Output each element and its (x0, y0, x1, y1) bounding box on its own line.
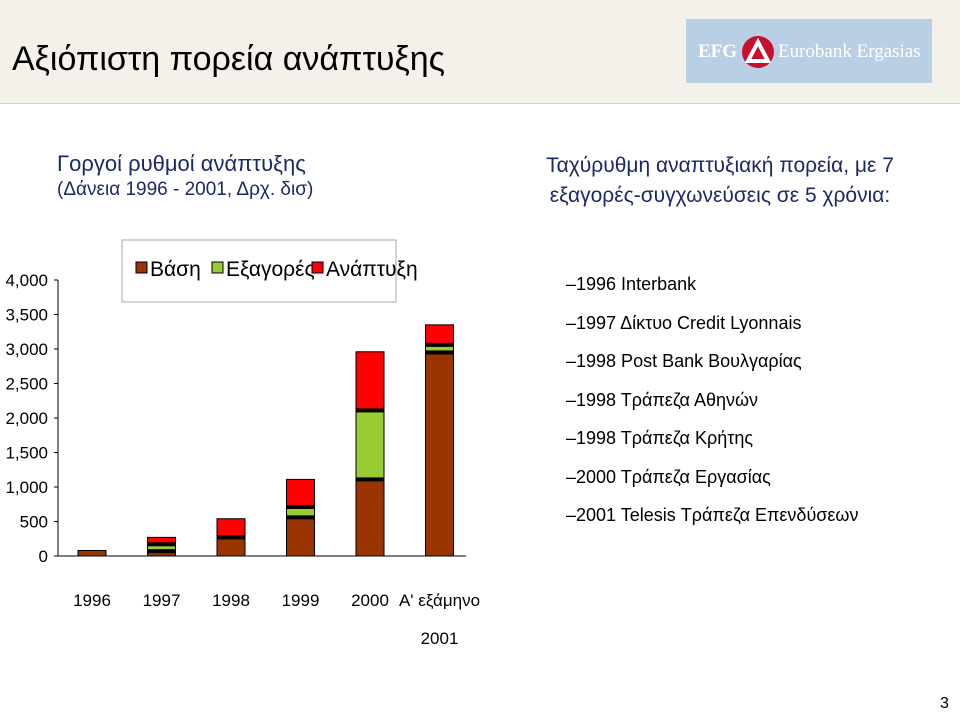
acquisitions-list: –1996 Interbank –1997 Δίκτυο Credit Lyon… (566, 265, 858, 535)
legend-frame (121, 239, 397, 303)
acquisition-item: –1997 Δίκτυο Credit Lyonnais (566, 312, 802, 333)
legend-swatch (135, 261, 148, 274)
y-tick-label: 3,500 (5, 306, 48, 325)
y-tick-label: 4,000 (5, 271, 48, 290)
x-tick-label: 1997 (143, 591, 181, 610)
x-tick-label: 2001 (421, 629, 459, 648)
bar-divider (356, 477, 384, 482)
x-tick-label: Α' εξάμηνο (399, 591, 480, 610)
legend-label: Εξαγορές (226, 258, 315, 281)
bank-logo: EFG Eurobank Ergasias (686, 19, 932, 83)
bar-segment (355, 409, 385, 480)
legend-swatch (311, 261, 324, 274)
acquisition-item: –1996 Interbank (566, 274, 697, 294)
loans-heading-units: (Δάνεια 1996 - 2001, Δρχ. δισ) (57, 179, 314, 200)
logo-text-name: Eurobank Ergasias (778, 41, 921, 62)
page-title: Αξιόπιστη πορεία ανάπτυξης (12, 40, 446, 78)
bar-segment (216, 536, 246, 557)
x-tick-label: 1996 (73, 591, 111, 610)
y-tick-label: 1,500 (5, 444, 48, 463)
y-tick-label: 2,500 (5, 375, 48, 394)
legend-label: Ανάπτυξη (326, 258, 418, 281)
bar-divider (286, 515, 315, 520)
legend-swatch (211, 261, 224, 274)
bar-divider (217, 535, 245, 540)
bar-segment (425, 324, 454, 346)
loans-chart: 0 500 1,000 1,500 2,000 2,500 3,000 3,500 4,000 1… (5, 239, 480, 648)
logo-emblem-icon (742, 36, 774, 68)
bar-segment (286, 516, 315, 557)
bar-segment (425, 351, 454, 557)
legend-label: Βάση (150, 258, 201, 281)
bar-divider (286, 505, 315, 510)
y-tick-label: 2,000 (5, 409, 48, 428)
y-tick-label: 3,000 (5, 340, 48, 359)
acquisitions-heading-line2: εξαγορές-συγχωνεύσεις σε 5 χρόνια: (549, 184, 891, 207)
loans-heading: Γοργοί ρυθμοί ανάπτυξης (Δάνεια 1996 - 2… (57, 150, 387, 202)
acquisitions-heading-line1: Ταχύρυθμη αναπτυξιακή πορεία, με 7 (546, 154, 894, 177)
bar-segment (216, 518, 246, 538)
loans-heading-title: Γοργοί ρυθμοί ανάπτυξης (57, 151, 306, 176)
bar-divider (425, 350, 454, 355)
page-number: 3 (940, 695, 949, 712)
x-tick-label: 1998 (212, 591, 250, 610)
chart-legend: Βάση Εξαγορές Ανάπτυξη (121, 239, 418, 303)
bar-segment (77, 549, 107, 557)
bar-divider (147, 542, 176, 547)
y-tick-label: 500 (20, 513, 48, 532)
y-tick-label: 1,000 (5, 478, 48, 497)
acquisition-item: –1998 Τράπεζα Κρήτης (566, 428, 754, 448)
bar-segment (355, 478, 385, 557)
bar-divider (147, 549, 176, 554)
x-tick-label: 2000 (351, 591, 389, 610)
acquisition-item: –2001 Telesis Τράπεζα Επενδύσεων (566, 505, 859, 525)
acquisition-item: –2000 Τράπεζα Εργασίας (566, 466, 771, 487)
bar-divider (356, 408, 384, 413)
acquisitions-heading: Ταχύρυθμη αναπτυξιακή πορεία, με 7 εξαγο… (500, 151, 940, 211)
bar-divider (425, 342, 454, 347)
acquisition-item: –1998 Post Bank Βουλγαρίας (566, 351, 802, 371)
logo-text-efg: EFG (698, 41, 738, 62)
bar-segment (355, 351, 385, 411)
bar-segment (286, 478, 315, 508)
x-tick-label: 1999 (282, 591, 320, 610)
acquisition-item: –1998 Τράπεζα Αθηνών (566, 389, 759, 410)
y-tick-label: 0 (39, 547, 48, 566)
